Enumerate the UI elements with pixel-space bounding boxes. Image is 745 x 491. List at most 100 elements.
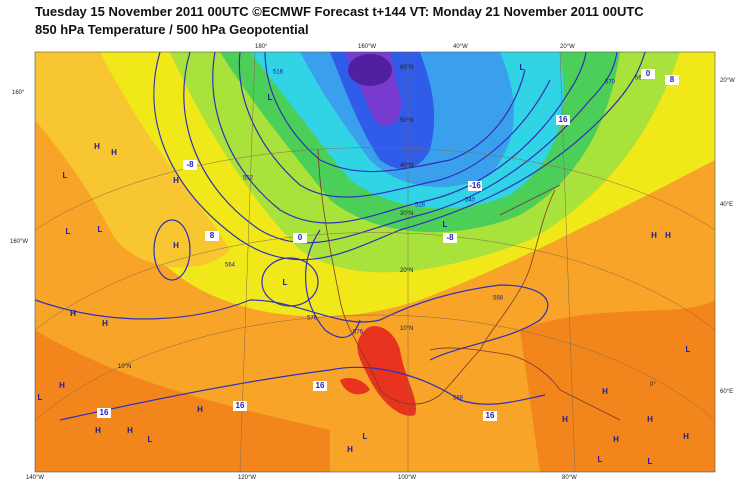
- pressure-center: L: [598, 455, 603, 464]
- label-box: [313, 381, 327, 391]
- contour-label: 588: [453, 396, 464, 402]
- pressure-center: H: [347, 445, 353, 454]
- labels: 180° 160°W 40°W 20°W160°160°W20°W40°E60°E14…: [10, 44, 735, 481]
- temperature-label: 0: [298, 233, 303, 242]
- pressure-center: L: [63, 171, 68, 180]
- temperature-label: 16: [559, 115, 568, 124]
- pressure-center: H: [613, 435, 619, 444]
- temperature-label: 8: [210, 231, 215, 240]
- red-zone: [340, 378, 370, 395]
- pressure-center: L: [148, 435, 153, 444]
- graticule-label: 160°W: [10, 239, 28, 245]
- pressure-center: L: [98, 225, 103, 234]
- temperature-label: -8: [186, 160, 194, 169]
- contour-label: 516: [273, 70, 284, 76]
- graticule-label: 80°W: [562, 475, 577, 481]
- graticule-label: 160°W: [358, 44, 376, 50]
- pressure-center: H: [95, 426, 101, 435]
- graticule-label: 180°: [255, 44, 268, 50]
- label-box: [468, 181, 482, 191]
- label-box: [665, 75, 679, 85]
- pressure-center: H: [651, 231, 657, 240]
- temperature-label: 16: [236, 401, 245, 410]
- temperature-label: 16: [100, 408, 109, 417]
- pressure-center: L: [268, 93, 273, 102]
- pressure-center: L: [66, 227, 71, 236]
- pressure-center: H: [102, 319, 108, 328]
- pressure-center: H: [59, 381, 65, 390]
- pressure-center: H: [173, 241, 179, 250]
- red-zone: [357, 326, 417, 416]
- warm-zone: [35, 300, 715, 472]
- pressure-center: H: [94, 142, 100, 151]
- graticule-label: 0°: [650, 382, 656, 388]
- graticule-label: 40°E: [720, 202, 733, 208]
- coastlines: [317, 149, 621, 421]
- map-area: [35, 52, 715, 472]
- pressure-center: H: [647, 415, 653, 424]
- pressure-center: L: [443, 220, 448, 229]
- pressure-center: L: [520, 63, 525, 72]
- graticule-label: 40°N: [400, 163, 413, 169]
- temperature-label: 16: [316, 381, 325, 390]
- graticule-label: 60°N: [400, 65, 413, 71]
- label-box: [205, 231, 219, 241]
- pressure-center: L: [283, 278, 288, 287]
- graticule-label: 40°W: [453, 44, 468, 50]
- title: Tuesday 15 November 2011 00UTC ©ECMWF Fo…: [35, 4, 644, 19]
- graticule-label: 120°W: [238, 475, 256, 481]
- contour-label: 528: [415, 203, 426, 209]
- temperature-label: 0: [646, 69, 651, 78]
- contour-label: 552: [243, 176, 254, 182]
- graticule-label: 20°W: [720, 78, 735, 84]
- subtitle: 850 hPa Temperature / 500 hPa Geopotenti…: [35, 22, 309, 37]
- label-box: [641, 69, 655, 79]
- label-box: [183, 160, 197, 170]
- pressure-center: H: [562, 415, 568, 424]
- pressure-center: L: [363, 432, 368, 441]
- label-box: [443, 233, 457, 243]
- pressure-center: L: [648, 457, 653, 466]
- contour-label: 576: [353, 330, 364, 336]
- cold-core: [348, 54, 392, 86]
- temperature-label: 16: [486, 411, 495, 420]
- graticule-label: 50°N: [400, 118, 413, 124]
- contour-label: 564: [635, 76, 646, 82]
- contour-label: 570: [605, 80, 616, 86]
- graticule-label: 140°W: [26, 475, 44, 481]
- pressure-center: H: [111, 148, 117, 157]
- map-frame: [34, 51, 716, 473]
- graticule-label: 30°N: [400, 211, 413, 217]
- graticule-label: 10°N: [118, 364, 131, 370]
- contour-label: 564: [225, 263, 236, 269]
- band: [35, 52, 230, 268]
- pressure-center: H: [197, 405, 203, 414]
- temperature-label: 8: [670, 75, 675, 84]
- pressure-center: H: [602, 387, 608, 396]
- pressure-center: L: [686, 345, 691, 354]
- contours: [35, 52, 646, 421]
- graticule-label: 60°E: [720, 389, 733, 395]
- label-box: [233, 401, 247, 411]
- pressure-center: H: [127, 426, 133, 435]
- temperature-label: -16: [469, 181, 481, 190]
- contour-label: 540: [465, 198, 476, 204]
- label-box: [293, 233, 307, 243]
- graticule-label: 20°W: [560, 44, 575, 50]
- pressure-center: L: [38, 393, 43, 402]
- graticule-label: 160°: [12, 90, 25, 96]
- contour-label: 588: [493, 296, 504, 302]
- pressure-center: H: [683, 432, 689, 441]
- graticule-label: 20°N: [400, 268, 413, 274]
- label-box: [97, 408, 111, 418]
- temperature-label: -8: [446, 233, 454, 242]
- label-box: [483, 411, 497, 421]
- contour-label: 576: [307, 316, 318, 322]
- pressure-center: H: [665, 231, 671, 240]
- pressure-center: H: [173, 176, 179, 185]
- graticule-label: 10°N: [400, 326, 413, 332]
- pressure-center: H: [70, 309, 76, 318]
- label-box: [556, 115, 570, 125]
